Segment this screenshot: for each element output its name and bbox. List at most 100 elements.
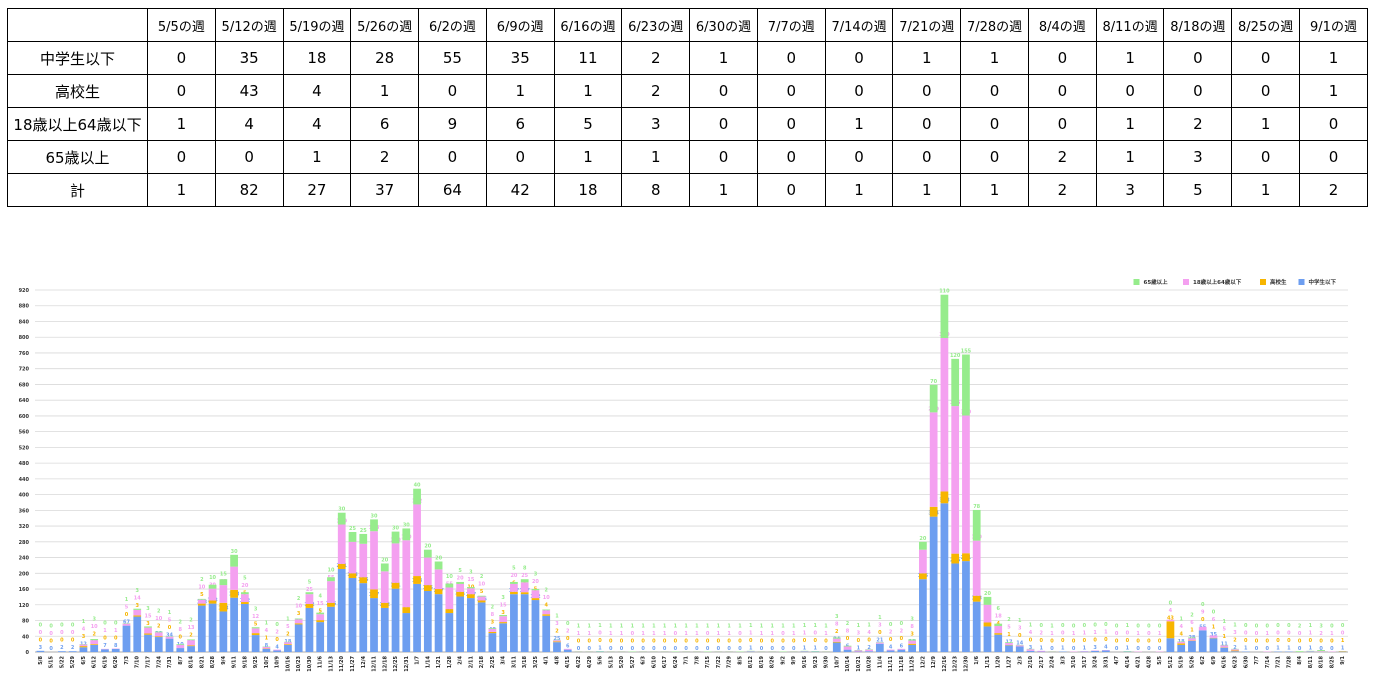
data-label: 3 xyxy=(501,595,505,601)
bar-segment xyxy=(122,625,131,652)
data-label: 1 xyxy=(1083,646,1087,652)
data-label: 1 xyxy=(663,631,667,637)
data-label: 0 xyxy=(684,646,688,652)
x-tick-label: 7/21 xyxy=(1276,655,1282,668)
bar-segment xyxy=(144,633,152,635)
bar-segment xyxy=(370,598,378,652)
bar-segment xyxy=(875,642,884,644)
bar-segment xyxy=(154,636,163,638)
data-label: 10 xyxy=(295,603,302,609)
bar-segment xyxy=(456,596,464,652)
bar-segment xyxy=(413,583,421,652)
data-label: 1 xyxy=(792,631,796,637)
bar-segment xyxy=(230,566,238,590)
bar-segment xyxy=(305,603,314,608)
data-label: 0 xyxy=(1201,602,1205,608)
data-label: 120 xyxy=(950,353,961,359)
bar-segment xyxy=(1005,642,1013,645)
table-cell: 0 xyxy=(147,140,216,174)
data-label: 3 xyxy=(1093,645,1097,651)
data-label: 0 xyxy=(275,637,279,643)
bar-segment xyxy=(499,616,508,623)
data-label: 0 xyxy=(1061,638,1065,644)
x-tick-label: 3/3 xyxy=(1060,655,1066,664)
data-label: 0 xyxy=(684,639,688,645)
data-label: 0 xyxy=(71,638,75,644)
data-label: 2 xyxy=(889,629,893,635)
bar-segment xyxy=(919,573,927,580)
bar-segment xyxy=(294,618,303,620)
bar-segment xyxy=(251,628,260,634)
x-tick-label: 9/11 xyxy=(232,655,238,668)
bar-segment xyxy=(90,644,99,652)
data-label: 0 xyxy=(39,622,43,628)
bar-segment xyxy=(122,623,131,626)
data-label: 40 xyxy=(414,483,421,489)
data-label: 1 xyxy=(824,624,828,630)
data-label: 1 xyxy=(1104,629,1108,635)
data-label: 0 xyxy=(1158,624,1162,630)
bar-segment xyxy=(434,561,443,570)
bar-segment xyxy=(477,595,486,597)
data-label: 1 xyxy=(598,623,602,629)
data-label: 13 xyxy=(188,625,195,631)
data-label: 1 xyxy=(1040,646,1044,652)
bar-segment xyxy=(316,614,325,621)
x-tick-label: 10/16 xyxy=(285,655,291,671)
x-tick-label: 7/8 xyxy=(694,655,700,664)
x-tick-label: 7/15 xyxy=(705,655,711,668)
bar-segment xyxy=(1005,642,1013,643)
data-label: 110 xyxy=(939,289,950,295)
table-cell: 5 xyxy=(1163,173,1233,207)
bar-segment xyxy=(1188,637,1196,639)
table-cell: 0 xyxy=(147,41,216,75)
data-label: 1 xyxy=(1330,631,1334,637)
data-label: 20 xyxy=(435,556,442,562)
data-label: 1 xyxy=(1341,638,1345,644)
data-label: 0 xyxy=(867,638,871,644)
data-label: 0 xyxy=(1266,624,1270,630)
table-cell: 0 xyxy=(689,74,758,108)
corner-cell xyxy=(7,8,148,42)
data-label: 4 xyxy=(889,644,893,650)
bar-segment xyxy=(832,642,841,652)
x-tick-label: 8/14 xyxy=(189,655,195,668)
bar-segment xyxy=(197,599,206,604)
bar-segment xyxy=(79,647,88,652)
bar-segment xyxy=(208,603,217,652)
data-label: 3 xyxy=(254,607,258,613)
data-label: 1 xyxy=(1309,631,1313,637)
data-label: 0 xyxy=(1330,624,1334,630)
data-label: 0 xyxy=(1276,638,1280,644)
bar-segment xyxy=(919,549,927,574)
x-tick-label: 7/14 xyxy=(1265,655,1271,668)
table-cell: 0 xyxy=(824,140,894,174)
x-tick-label: 4/1 xyxy=(544,655,550,664)
data-label: 12 xyxy=(252,614,259,620)
data-label: 8 xyxy=(523,566,527,572)
bar-segment xyxy=(1198,630,1207,652)
bar-segment xyxy=(380,563,389,572)
x-tick-label: 8/11 xyxy=(1308,655,1314,668)
data-label: 2 xyxy=(1007,617,1011,623)
x-tick-label: 8/19 xyxy=(759,655,765,668)
bar-segment xyxy=(133,616,142,652)
x-tick-label: 9/30 xyxy=(824,655,830,668)
bar-segment xyxy=(327,606,335,652)
bar-segment xyxy=(187,639,195,641)
data-label: 1 xyxy=(1126,623,1130,629)
table-cell: 0 xyxy=(824,74,894,108)
data-label: 4 xyxy=(1179,624,1183,630)
data-label: 0 xyxy=(1255,624,1259,630)
data-label: 5 xyxy=(1007,624,1011,630)
bar-segment xyxy=(854,650,863,652)
table-cell: 0 xyxy=(960,107,1029,141)
bar-segment xyxy=(477,600,486,603)
data-label: 5 xyxy=(243,575,247,581)
data-label: 0 xyxy=(620,646,624,652)
bar-segment xyxy=(294,623,303,625)
x-tick-label: 7/17 xyxy=(146,655,152,668)
bar-segment xyxy=(466,588,475,595)
bar-segment xyxy=(434,569,443,590)
bar-segment xyxy=(1177,643,1186,645)
